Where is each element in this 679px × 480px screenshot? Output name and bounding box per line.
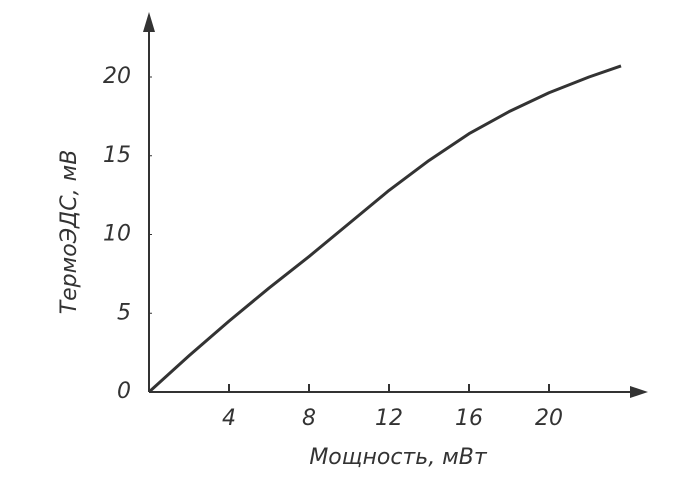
y-tick-label: 0: [117, 379, 131, 404]
y-arrow: [143, 12, 155, 32]
y-tick-label: 10: [103, 222, 131, 247]
x-arrow: [630, 386, 648, 398]
x-tick-label: 4: [222, 406, 236, 431]
x-tick-label: 16: [455, 406, 483, 431]
y-tick-label: 20: [103, 64, 131, 89]
y-axis-label: ТермоЭДС, мВ: [57, 150, 82, 315]
x-tick-label: 8: [302, 406, 316, 431]
x-tick-label: 20: [535, 406, 563, 431]
y-tick-label: 15: [103, 143, 131, 168]
x-tick-label: 12: [375, 406, 403, 431]
y-tick-label: 5: [117, 300, 131, 325]
data-line: [147, 64, 622, 394]
x-axis-label: Мощность, мВт: [309, 445, 488, 470]
